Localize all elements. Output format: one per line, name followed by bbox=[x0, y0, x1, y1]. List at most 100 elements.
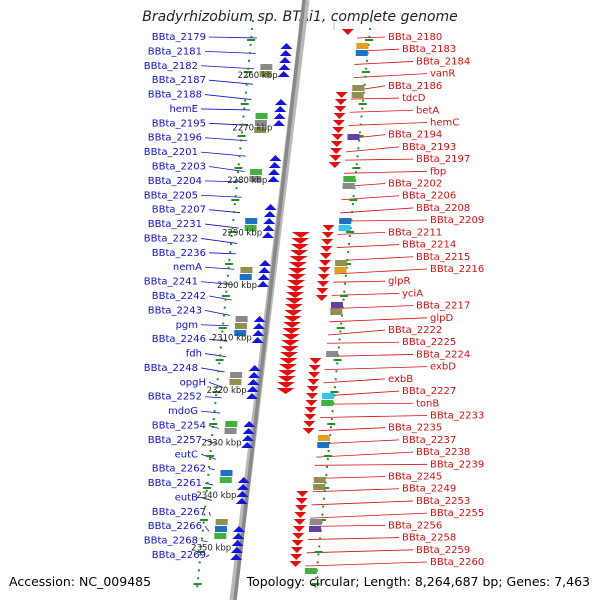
gene-label-bbta-2184: BBta_2184 bbox=[416, 56, 470, 67]
gene-label-bbta-2237: BBta_2237 bbox=[402, 435, 456, 446]
connector-reverse bbox=[339, 219, 428, 222]
gene-label-bbta-2258: BBta_2258 bbox=[402, 533, 456, 544]
forward-gene-arrow bbox=[263, 211, 276, 217]
connector-forward bbox=[200, 410, 221, 414]
composition-block-forward bbox=[239, 274, 252, 280]
connector-forward bbox=[208, 166, 245, 172]
reverse-gene-arrow bbox=[276, 388, 295, 394]
composition-block-forward bbox=[260, 64, 273, 70]
connector-forward bbox=[200, 108, 250, 111]
forward-gene-arrow bbox=[236, 491, 249, 497]
composition-block-reverse bbox=[334, 267, 347, 273]
connector-reverse bbox=[348, 122, 428, 126]
connector-reverse bbox=[319, 415, 428, 418]
forward-gene-arrow bbox=[263, 218, 276, 224]
forward-gene-arrow bbox=[279, 57, 292, 63]
gene-label-bbta-2269: BBta_2269 bbox=[152, 550, 206, 561]
reverse-gene-arrow bbox=[295, 505, 308, 511]
gene-label-bbta-2204: BBta_2204 bbox=[148, 176, 202, 187]
gene-label-fbp: fbp bbox=[430, 166, 446, 177]
forward-gene-arrow bbox=[247, 379, 260, 385]
connector-reverse bbox=[334, 268, 428, 275]
reverse-gene-arrow bbox=[306, 386, 319, 392]
composition-block-reverse bbox=[308, 526, 321, 532]
gene-label-bbta-2231: BBta_2231 bbox=[148, 219, 202, 230]
forward-gene-arrow bbox=[262, 225, 275, 231]
composition-block-reverse bbox=[356, 43, 369, 49]
connector-reverse bbox=[354, 61, 414, 65]
gene-label-bbta-2197: BBta_2197 bbox=[416, 154, 470, 165]
composition-block-forward bbox=[234, 330, 247, 336]
reverse-gene-arrow bbox=[321, 239, 334, 245]
reverse-gene-arrow bbox=[303, 421, 316, 427]
ruler-label: 2280 kbp bbox=[227, 176, 267, 186]
gene-label-bbta-2242: BBta_2242 bbox=[152, 291, 206, 302]
reverse-gene-arrow bbox=[288, 262, 307, 268]
composition-block-reverse bbox=[322, 393, 335, 399]
gene-label-bbta-2233: BBta_2233 bbox=[430, 410, 484, 421]
reverse-gene-arrow bbox=[284, 304, 303, 310]
forward-gene-arrow bbox=[268, 162, 281, 168]
reverse-gene-arrow bbox=[316, 288, 329, 294]
gene-label-bbta-2216: BBta_2216 bbox=[430, 264, 484, 275]
forward-gene-arrow bbox=[259, 260, 272, 266]
reverse-gene-arrow bbox=[290, 250, 309, 256]
connector-reverse bbox=[333, 280, 386, 283]
reverse-gene-arrow bbox=[294, 512, 307, 518]
gene-label-glpd: glpD bbox=[430, 313, 453, 324]
composition-block-reverse bbox=[313, 477, 326, 483]
reverse-gene-arrow bbox=[320, 246, 333, 252]
forward-gene-arrow bbox=[269, 155, 282, 161]
reverse-gene-arrow bbox=[332, 120, 345, 126]
gene-label-bbta-2267: BBta_2267 bbox=[152, 507, 206, 518]
ruler-label: 2330 kbp bbox=[201, 439, 241, 449]
connector-reverse bbox=[327, 341, 400, 344]
composition-block-reverse bbox=[351, 92, 364, 98]
gene-label-bbta-2268: BBta_2268 bbox=[144, 536, 198, 547]
reverse-gene-arrow bbox=[288, 268, 307, 274]
reverse-gene-arrow bbox=[335, 92, 348, 98]
reverse-gene-arrow bbox=[308, 372, 321, 378]
composition-block-forward bbox=[229, 379, 242, 385]
connector-reverse bbox=[321, 402, 414, 405]
gene-label-bbta-2262: BBta_2262 bbox=[152, 464, 206, 475]
ruler-label: 2320 kbp bbox=[207, 386, 247, 396]
connector-forward bbox=[204, 396, 222, 399]
reverse-gene-arrow bbox=[317, 274, 330, 280]
connector-reverse bbox=[329, 317, 428, 323]
composition-block-reverse bbox=[330, 302, 343, 308]
connector-reverse bbox=[337, 231, 386, 235]
composition-block-reverse bbox=[339, 218, 352, 224]
gene-label-bbta-2195: BBta_2195 bbox=[152, 118, 206, 129]
reverse-gene-arrow bbox=[283, 316, 302, 322]
connector-reverse bbox=[336, 244, 400, 248]
composition-block-forward bbox=[214, 533, 227, 539]
reverse-gene-arrow bbox=[285, 292, 304, 298]
connector-reverse bbox=[311, 500, 414, 506]
gene-label-bbta-2232: BBta_2232 bbox=[144, 233, 198, 244]
gene-label-bbta-2201: BBta_2201 bbox=[144, 147, 198, 158]
reverse-gene-arrow bbox=[287, 280, 306, 286]
forward-gene-arrow bbox=[277, 71, 290, 77]
gene-label-opgh: opgH bbox=[180, 377, 206, 388]
gene-label-bbta-2182: BBta_2182 bbox=[144, 61, 198, 72]
gene-label-bbta-2217: BBta_2217 bbox=[416, 301, 470, 312]
gene-label-hemc: hemC bbox=[430, 117, 459, 128]
gene-label-bbta-2202: BBta_2202 bbox=[388, 179, 442, 190]
gene-label-tonb: tonB bbox=[416, 398, 439, 409]
gene-label-bbta-2236: BBta_2236 bbox=[152, 248, 206, 259]
composition-block-reverse bbox=[321, 400, 334, 406]
connector-reverse bbox=[317, 439, 400, 445]
reverse-gene-arrow bbox=[334, 106, 347, 112]
reverse-gene-arrow bbox=[291, 540, 304, 546]
gene-label-mdog: mdoG bbox=[168, 406, 198, 417]
gene-label-bbta-2256: BBta_2256 bbox=[388, 520, 442, 531]
gene-label-bbta-2266: BBta_2266 bbox=[148, 521, 202, 532]
forward-gene-arrow bbox=[241, 442, 254, 448]
ruler-label: 2290 kbp bbox=[222, 229, 262, 239]
backbone-line bbox=[233, 0, 306, 600]
gene-label-bbta-2249: BBta_2249 bbox=[402, 484, 456, 495]
backbone bbox=[229, 0, 335, 600]
forward-gene-arrow bbox=[264, 204, 277, 210]
map-title: Bradyrhizobium sp. BTAi1, complete genom… bbox=[142, 9, 458, 25]
